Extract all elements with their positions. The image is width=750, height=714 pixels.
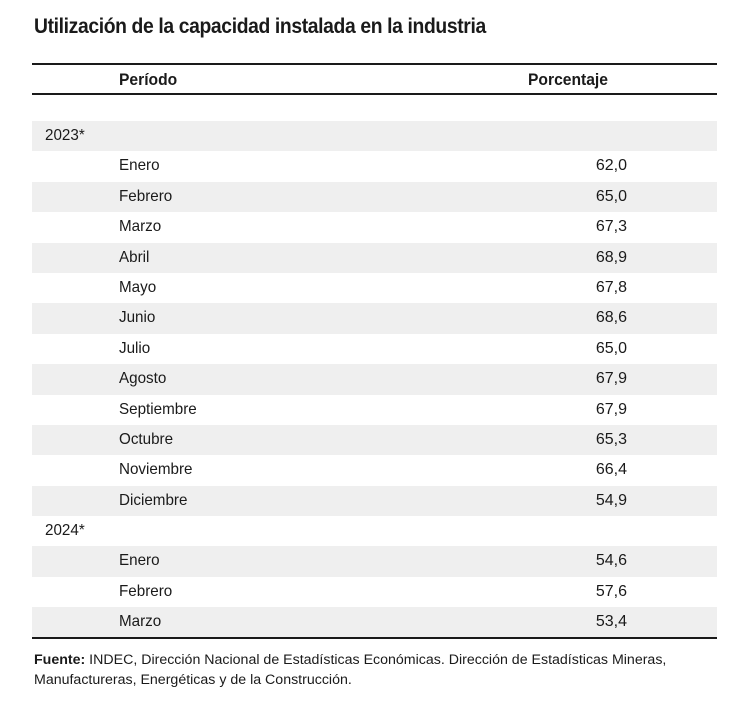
percentage-value: 53,4 [595,613,627,631]
month-label: Octubre [119,430,174,448]
month-label: Julio [119,339,151,357]
table-row: Febrero 65,0 [32,181,717,213]
percentage-value: 62,0 [595,157,627,175]
header-periodo: Período [119,70,178,89]
month-label: Diciembre [119,491,188,509]
table-row: Mayo 67,8 [32,273,717,303]
table-row: Agosto 67,9 [32,364,717,395]
percentage-value: 54,9 [595,491,627,509]
percentage-value: 65,0 [595,339,627,357]
month-label: Marzo [119,613,162,631]
month-label: Febrero [119,187,173,205]
table-title: Utilización de la capacidad instalada en… [34,15,486,38]
table-row: Abril 68,9 [32,242,717,273]
month-label: Enero [119,552,160,570]
top-rule [32,63,717,65]
percentage-value: 67,3 [595,218,627,236]
table-row: Octubre 65,3 [32,424,717,456]
month-label: Mayo [119,278,157,296]
percentage-value: 68,6 [595,309,627,327]
percentage-value: 67,9 [595,400,627,418]
table-row: Junio 68,6 [32,303,717,334]
header-porcentaje: Porcentaje [528,70,608,89]
month-label: Enero [119,157,160,175]
table-row: Septiembre 67,9 [32,395,717,425]
percentage-value: 65,3 [595,430,627,448]
month-label: Septiembre [119,400,197,418]
year-row: 2023* [32,121,717,152]
footnote-label: Fuente: [34,652,86,668]
month-label: Noviembre [119,461,193,479]
month-label: Marzo [119,218,162,236]
month-label: Junio [119,309,156,327]
bottom-rule [32,637,717,639]
table-row: Julio 65,0 [32,334,717,364]
month-label: Agosto [119,370,167,388]
table-row: Enero 62,0 [32,151,717,181]
percentage-value: 57,6 [595,582,627,600]
table-row: Febrero 57,6 [32,577,717,607]
table-row: Marzo 67,3 [32,212,717,242]
table-row: Enero 54,6 [32,546,717,577]
percentage-value: 65,0 [595,187,627,205]
percentage-value: 54,6 [595,552,627,570]
percentage-value: 67,8 [595,278,627,296]
table-header: Período Porcentaje [32,65,717,93]
percentage-value: 66,4 [595,461,627,479]
footnote-text: INDEC, Dirección Nacional de Estadística… [34,652,667,688]
table-row: Diciembre 54,9 [32,485,717,517]
header-rule [32,93,717,95]
year-label: 2024* [45,522,85,540]
table-body: 2023* Enero 62,0 Febrero 65,0 Marzo 67,3 Abril 6… [32,121,717,638]
year-row: 2024* [32,516,717,546]
source-footnote: Fuente: INDEC, Dirección Nacional de Est… [34,650,724,690]
month-label: Abril [119,248,150,266]
month-label: Febrero [119,582,173,600]
table-row: Noviembre 66,4 [32,455,717,485]
percentage-value: 67,9 [595,370,627,388]
table-row: Marzo 53,4 [32,607,717,638]
year-label: 2023* [45,127,85,144]
percentage-value: 68,9 [595,248,627,266]
